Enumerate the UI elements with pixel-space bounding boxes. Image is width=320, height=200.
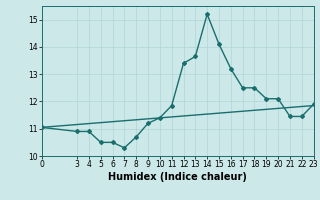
X-axis label: Humidex (Indice chaleur): Humidex (Indice chaleur) xyxy=(108,172,247,182)
